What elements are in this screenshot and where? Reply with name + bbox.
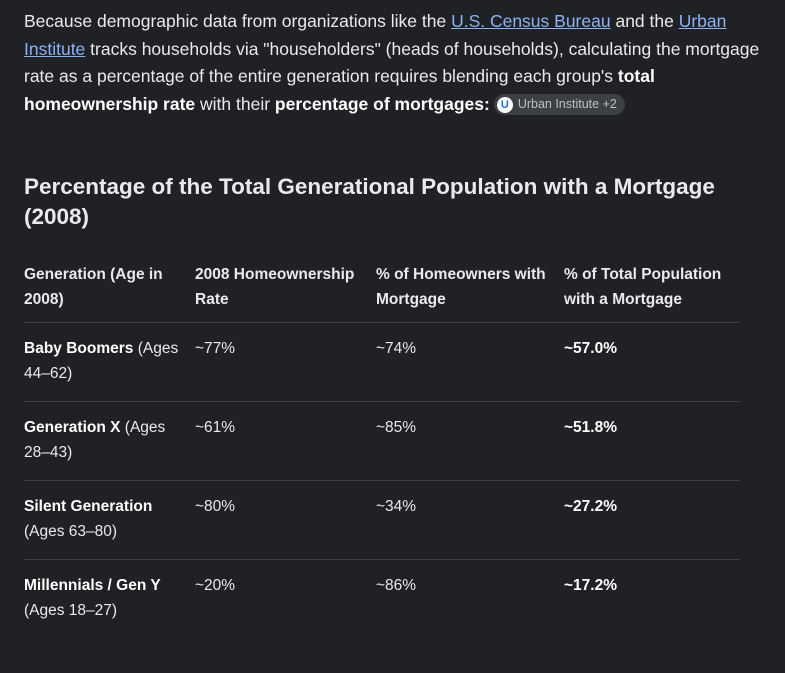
mortgage-table: Generation (Age in 2008) 2008 Homeowners…: [24, 262, 740, 638]
generation-cell: Millennials / Gen Y (Ages 18–27): [24, 560, 195, 639]
generation-name: Silent Generation: [24, 498, 153, 515]
total-cell: ~57.0%: [564, 322, 740, 402]
homeownership-cell: ~20%: [195, 577, 236, 594]
column-header-total-mortgage: % of Total Population with a Mortgage: [564, 262, 740, 323]
total-cell: ~27.2%: [564, 480, 740, 560]
table-row: Generation X (Ages 28–43) ~61% ~85% ~51.…: [24, 401, 740, 481]
mortgage-cell: ~86%: [376, 577, 417, 594]
intro-text: tracks households via "householders" (he…: [24, 38, 760, 87]
intro-paragraph: Because demographic data from organizati…: [24, 8, 769, 118]
generation-name: Millennials / Gen Y: [24, 577, 161, 594]
generation-cell: Silent Generation (Ages 63–80): [24, 480, 195, 560]
total-value: ~57.0%: [564, 340, 618, 357]
intro-bold-mortgages: percentage of mortgages: [274, 93, 484, 114]
table-row: Baby Boomers (Ages 44–62) ~77% ~74% ~57.…: [24, 322, 740, 402]
generation-name: Baby Boomers: [24, 340, 134, 357]
table-header-row: Generation (Age in 2008) 2008 Homeowners…: [24, 262, 740, 323]
generation-cell: Baby Boomers (Ages 44–62): [24, 322, 195, 402]
homeownership-cell: ~61%: [195, 401, 376, 481]
total-value: ~17.2%: [564, 577, 618, 594]
census-bureau-link[interactable]: U.S. Census Bureau: [451, 11, 611, 31]
mortgage-cell: ~34%: [376, 480, 564, 560]
homeownership-cell: ~80%: [195, 480, 376, 560]
generation-cell: Generation X (Ages 28–43): [24, 401, 195, 481]
urban-institute-link[interactable]: Urban Institute: [24, 11, 727, 59]
mortgage-cell: ~85%: [376, 401, 564, 481]
generation-ages: (Ages 18–27): [24, 602, 118, 619]
source-chip[interactable]: U Urban Institute +2: [493, 94, 625, 115]
generation-ages: (Ages 44–62): [24, 340, 179, 382]
mortgage-cell: ~74%: [376, 322, 564, 402]
intro-text: Because demographic data from organizati…: [24, 11, 452, 31]
table-heading: Percentage of the Total Generational Pop…: [24, 174, 715, 229]
source-chip-label: Urban Institute +2: [517, 97, 617, 111]
table-row: Silent Generation (Ages 63–80) ~80% ~34%…: [24, 480, 740, 560]
generation-name: Generation X: [24, 419, 121, 436]
generation-ages: (Ages 63–80): [24, 523, 118, 540]
column-header-homeowners-mortgage: % of Homeowners with Mortgage: [376, 262, 564, 323]
total-cell: ~51.8%: [564, 401, 740, 481]
generation-ages: (Ages 28–43): [24, 419, 166, 461]
intro-colon: :: [483, 93, 490, 114]
column-header-generation: Generation (Age in 2008): [24, 262, 195, 323]
total-cell: ~17.2%: [564, 560, 740, 639]
intro-bold-homeownership: total homeownership rate: [24, 66, 655, 114]
urban-institute-logo-icon: U: [496, 96, 513, 113]
total-value: ~51.8%: [564, 419, 618, 436]
intro-text: with their: [195, 93, 275, 114]
column-header-homeownership: 2008 Homeownership Rate: [195, 262, 376, 323]
intro-text: and the: [610, 11, 679, 31]
homeownership-cell: ~77%: [195, 322, 376, 402]
total-value: ~27.2%: [564, 498, 618, 515]
table-row: Millennials / Gen Y (Ages 18–27) ~20% ~8…: [24, 560, 740, 639]
